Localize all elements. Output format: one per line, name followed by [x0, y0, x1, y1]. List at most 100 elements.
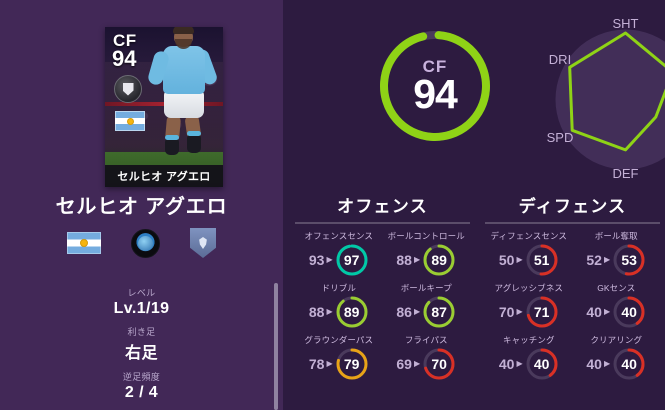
stat-value: 71 [533, 304, 550, 320]
meta-value-level: Lv.1/19 [113, 300, 170, 317]
stat-value: 40 [621, 356, 637, 372]
arrow-right-icon: ▶ [326, 255, 333, 264]
arrow-right-icon: ▶ [603, 359, 611, 368]
card-position-label: CF [113, 31, 137, 50]
radar-label-spd: SPD [547, 130, 574, 145]
radar-label-dri: DRI [549, 52, 571, 67]
player-illustration [145, 27, 219, 155]
defense-title: ディフェンス [518, 197, 627, 216]
arrow-right-icon: ▶ [326, 307, 333, 316]
stat-value: 89 [431, 252, 447, 268]
stat-label: クリアリング [590, 335, 643, 345]
stat-label: キャッチング [502, 335, 555, 345]
offense-divider [295, 222, 470, 224]
player-card[interactable]: CF 94 セルヒオ アグエロ [105, 27, 223, 187]
arrow-right-icon: ▶ [516, 255, 523, 264]
stat-ring: 89 [335, 295, 369, 329]
stat-cell[interactable]: アグレッシブネス 70 ▶ 71 [485, 282, 573, 329]
offense-title: オフェンス [337, 197, 428, 216]
stat-value: 89 [343, 304, 360, 320]
card-name-banner: セルヒオ アグエロ [105, 165, 223, 187]
affiliation-badges [0, 228, 283, 258]
player-stats-panel: CF 94 SHT DEF SPD DRI オフェンス オフェンスセンス 93 ▶ 9… [283, 0, 665, 410]
stat-value: 79 [343, 356, 360, 372]
meta-label-level: レベル [127, 288, 156, 298]
card-club-crest-icon [114, 75, 142, 103]
stat-label: ボール奪取 [594, 231, 638, 241]
stat-label: ボールキープ [400, 283, 452, 293]
stat-label: グラウンダーパス [304, 335, 374, 345]
stat-label: フライパス [404, 335, 448, 345]
arrow-right-icon: ▶ [413, 255, 421, 264]
stat-cell[interactable]: ドリブル 88 ▶ 89 [295, 282, 383, 329]
stat-previous-value: 86 [396, 304, 412, 320]
stat-value: 70 [431, 356, 447, 372]
scrollbar-thumb[interactable] [274, 283, 278, 410]
defense-stat-grid: ディフェンスセンス 50 ▶ 51 ボール奪取 52 ▶ 53 アグレッシブネス 70 ▶ 71 GKセ… [485, 230, 660, 381]
stat-label: GKセンス [597, 283, 636, 293]
overall-position-label: CF [422, 57, 448, 76]
stat-value: 40 [533, 356, 550, 372]
stat-value: 40 [621, 304, 637, 320]
player-profile-panel: CF 94 セルヒオ アグエロ セルヒオ アグエロ レベル Lv.1/19 利き… [0, 0, 283, 410]
stat-ring: 89 [422, 243, 456, 277]
arrow-right-icon: ▶ [603, 307, 611, 316]
defense-section: ディフェンス ディフェンスセンス 50 ▶ 51 ボール奪取 52 ▶ 53 アグレッシブネス 7… [485, 192, 660, 381]
stat-previous-value: 78 [308, 356, 325, 372]
offense-stat-grid: オフェンスセンス 93 ▶ 97 ボールコントロール 88 ▶ 89 ドリブル 88 ▶ 89 ボールキ… [295, 230, 470, 381]
arrow-right-icon: ▶ [516, 359, 523, 368]
stat-previous-value: 40 [498, 356, 515, 372]
overall-rating-ring: CF 94 [376, 27, 494, 145]
stat-cell[interactable]: オフェンスセンス 93 ▶ 97 [295, 230, 383, 277]
stat-previous-value: 88 [308, 304, 325, 320]
stat-previous-value: 88 [396, 252, 412, 268]
meta-value-foot: 右足 [125, 345, 158, 362]
stat-cell[interactable]: ボールキープ 86 ▶ 87 [383, 282, 471, 329]
stat-label: オフェンスセンス [304, 231, 373, 241]
stat-ring: 40 [525, 347, 559, 381]
scrollbar[interactable] [274, 283, 278, 410]
defense-divider [485, 222, 660, 224]
stat-cell[interactable]: キャッチング 40 ▶ 40 [485, 334, 573, 381]
stat-label: ディフェンスセンス [490, 231, 567, 241]
stat-ring: 53 [612, 243, 646, 277]
stat-label: ボールコントロール [387, 231, 465, 241]
page-title: セルヒオ アグエロ [55, 196, 228, 218]
offense-section: オフェンス オフェンスセンス 93 ▶ 97 ボールコントロール 88 ▶ 89 ドリブル 88 ▶… [295, 192, 470, 381]
league-shield-icon [190, 228, 216, 258]
stat-ring: 97 [335, 243, 369, 277]
stat-cell[interactable]: フライパス 69 ▶ 70 [383, 334, 471, 381]
stat-cell[interactable]: クリアリング 40 ▶ 40 [573, 334, 661, 381]
arrow-right-icon: ▶ [603, 255, 611, 264]
stat-ring: 79 [335, 347, 369, 381]
stat-previous-value: 93 [308, 252, 325, 268]
argentina-flag-icon [67, 232, 101, 254]
stat-cell[interactable]: GKセンス 40 ▶ 40 [573, 282, 661, 329]
stat-value: 53 [621, 252, 637, 268]
stat-cell[interactable]: ボール奪取 52 ▶ 53 [573, 230, 661, 277]
stat-ring: 51 [525, 243, 559, 277]
radar-label-def: DEF [613, 166, 639, 181]
arrow-right-icon: ▶ [326, 359, 333, 368]
stat-previous-value: 40 [586, 356, 602, 372]
club-crest-icon [131, 228, 160, 258]
attribute-radar-chart: SHT DEF SPD DRI [538, 12, 665, 187]
stat-cell[interactable]: ディフェンスセンス 50 ▶ 51 [485, 230, 573, 277]
radar-label-sht: SHT [613, 16, 639, 31]
meta-value-weak-freq: 2 / 4 [124, 384, 159, 401]
stat-value: 97 [343, 252, 360, 268]
arrow-right-icon: ▶ [413, 307, 421, 316]
radar-svg: SHT DEF SPD DRI [547, 16, 665, 181]
stat-ring: 87 [422, 295, 456, 329]
card-rating-label: 94 [112, 46, 137, 71]
stat-cell[interactable]: ボールコントロール 88 ▶ 89 [383, 230, 471, 277]
stat-previous-value: 52 [586, 252, 602, 268]
card-argentina-flag-icon [115, 111, 145, 131]
stat-cell[interactable]: グラウンダーパス 78 ▶ 79 [295, 334, 383, 381]
stat-previous-value: 50 [498, 252, 515, 268]
stat-label: アグレッシブネス [494, 283, 563, 293]
meta-label-weak-freq: 逆足頻度 [122, 372, 161, 382]
stat-value: 87 [431, 304, 447, 320]
stat-label: ドリブル [321, 283, 356, 293]
